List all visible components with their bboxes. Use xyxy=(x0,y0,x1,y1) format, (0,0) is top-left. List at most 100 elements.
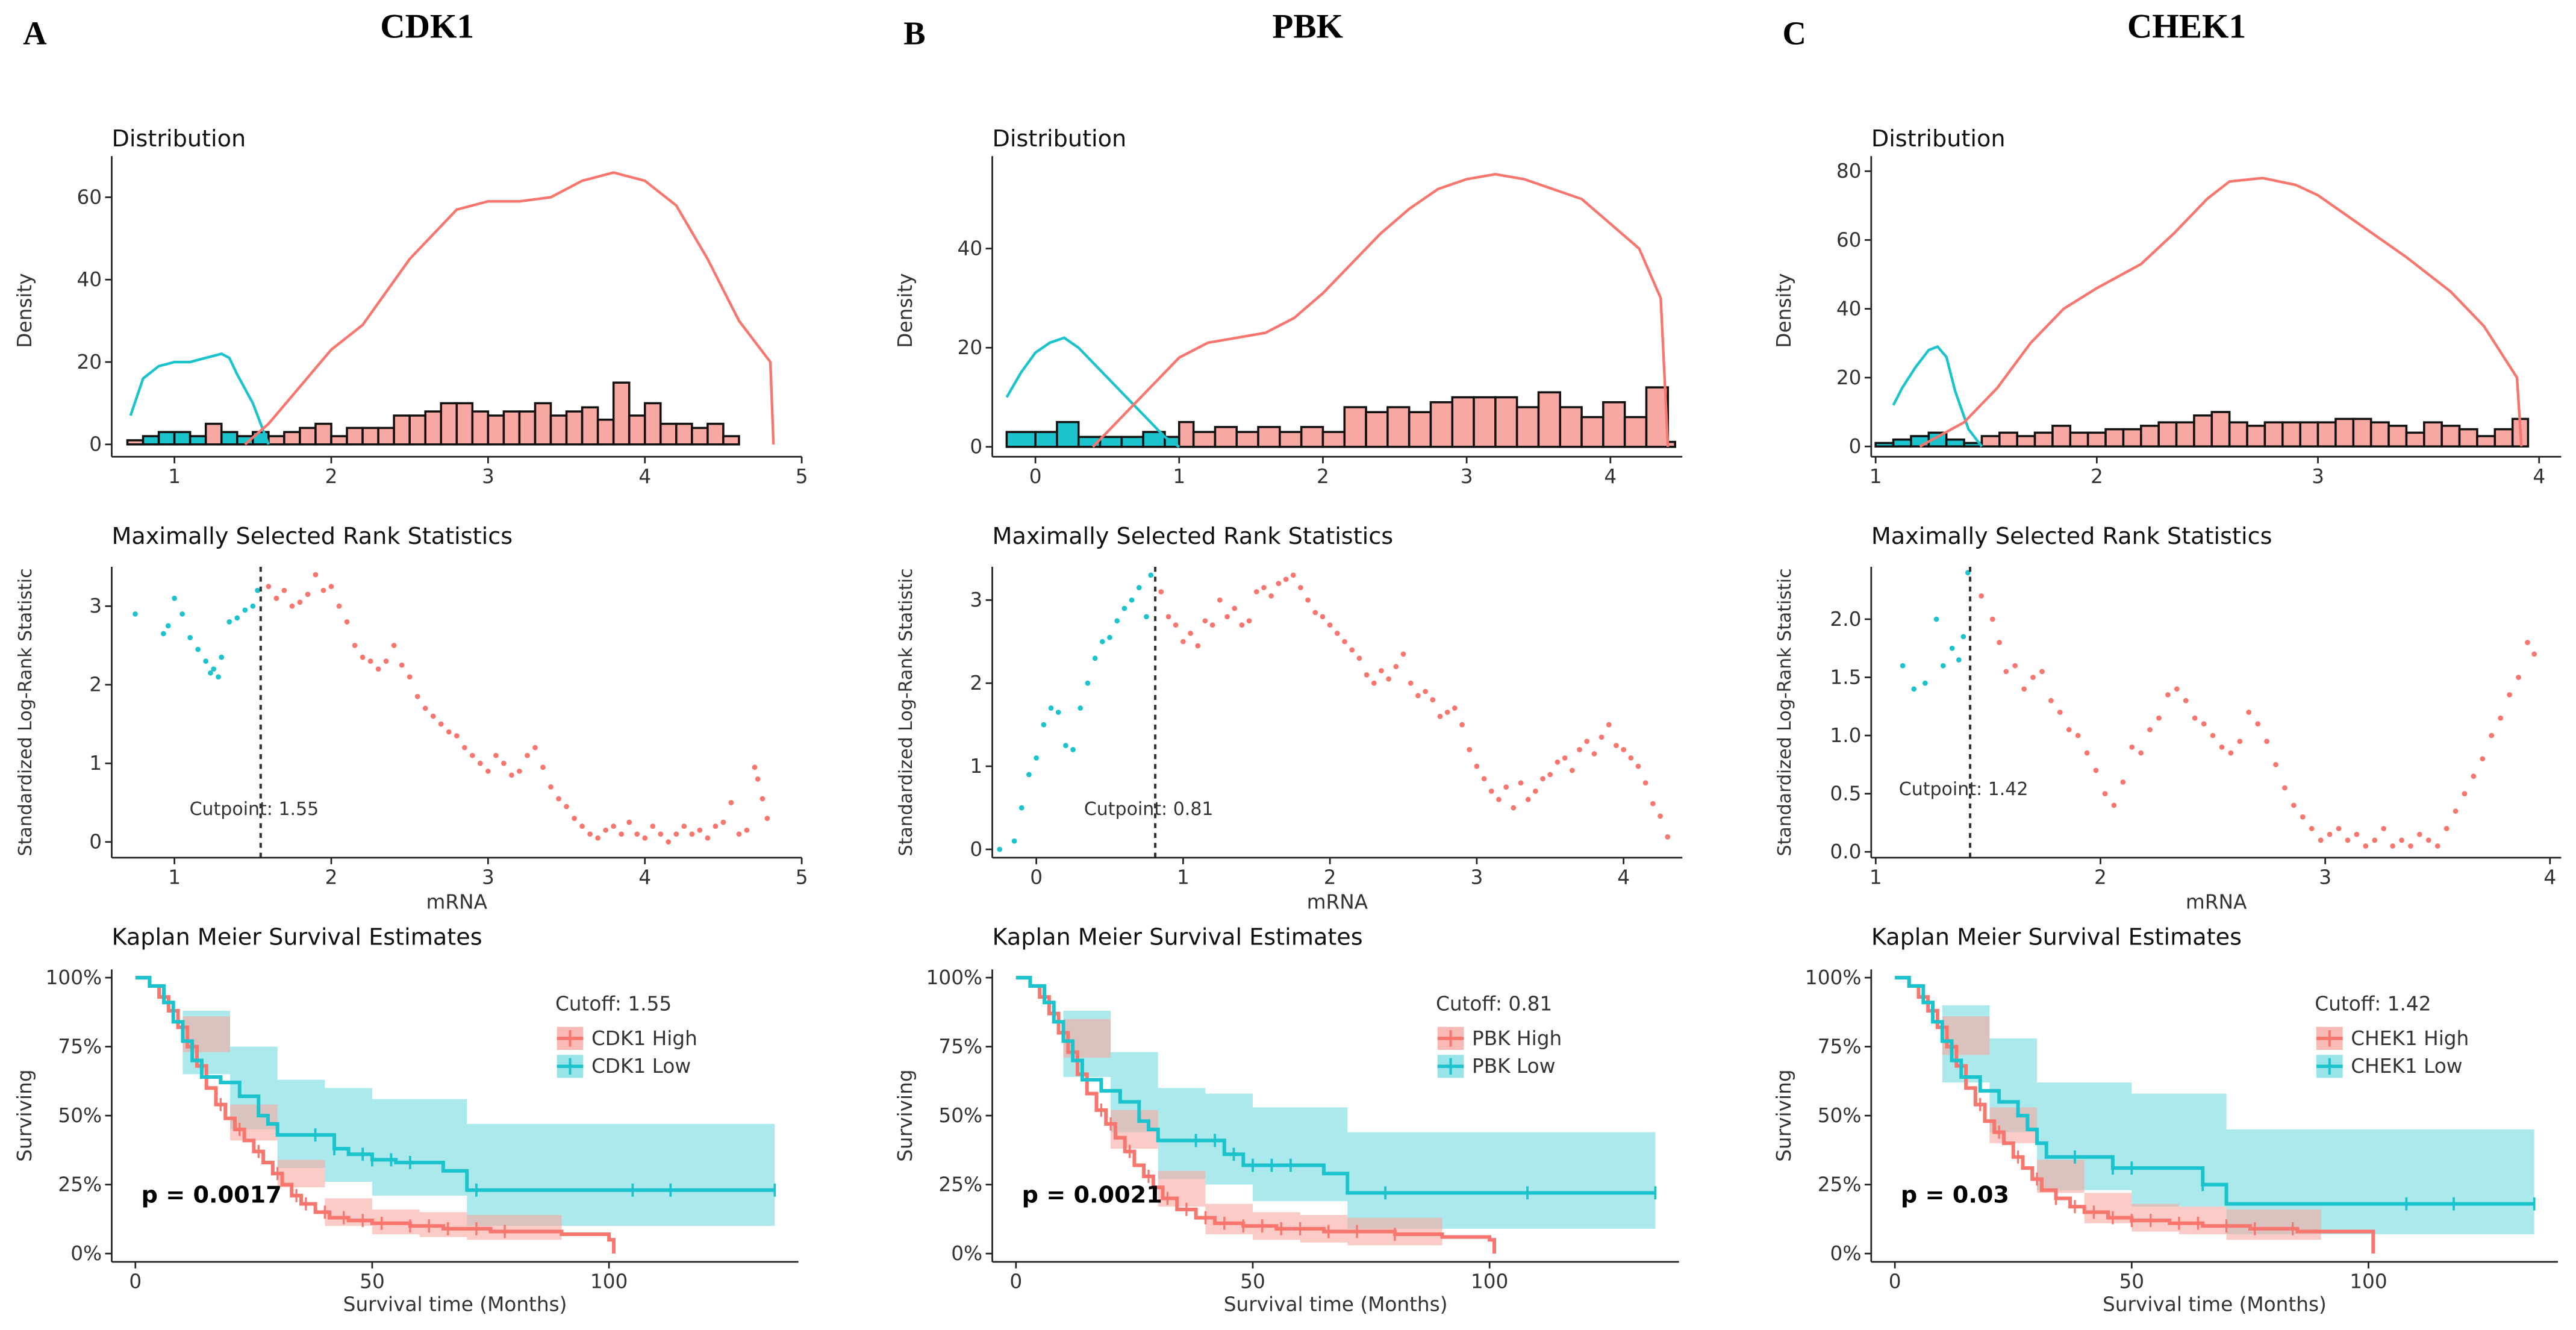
high-stat-point xyxy=(728,800,734,805)
low-stat-point xyxy=(997,846,1003,852)
histogram-bar xyxy=(2140,425,2160,448)
low-stat-point xyxy=(1129,597,1135,603)
x-tick-label: 1 xyxy=(1173,465,1185,488)
low-stat-point xyxy=(1949,645,1955,651)
high-stat-point xyxy=(2210,732,2216,738)
low-legend-label: CHEK1 Low xyxy=(2351,1055,2462,1078)
histogram-bar xyxy=(581,406,599,446)
histogram-bar xyxy=(549,414,568,446)
high-stat-point xyxy=(1511,805,1517,811)
high-stat-point xyxy=(1165,614,1171,620)
high-stat-point xyxy=(1371,680,1377,686)
histogram-bar xyxy=(1386,406,1411,448)
low-stat-point xyxy=(1121,605,1127,611)
rank-x-axis-label: mRNA xyxy=(426,890,488,913)
y-tick-label: 0 xyxy=(970,436,982,458)
high-stat-point xyxy=(2300,814,2306,820)
histogram-bar xyxy=(1005,431,1037,448)
rank-y-axis-label: Standardized Log-Rank Statistic xyxy=(15,568,36,856)
low-stat-point xyxy=(187,635,193,640)
high-stat-point xyxy=(2237,738,2243,745)
histogram-bar xyxy=(361,426,379,446)
histogram-bar xyxy=(2387,425,2408,448)
y-tick-label: 60 xyxy=(1836,228,1862,251)
histogram-bar xyxy=(2246,425,2266,448)
histogram-bar xyxy=(1099,436,1123,448)
rank-statistics-plot: Maximally Selected Rank Statistics Standa… xyxy=(896,523,1683,913)
high-stat-point xyxy=(477,760,483,766)
histogram-bar xyxy=(142,435,160,446)
histogram-bar xyxy=(393,414,411,446)
y-tick-label: 25% xyxy=(938,1173,982,1196)
high-stat-point xyxy=(2057,710,2063,715)
high-stat-point xyxy=(1547,772,1553,778)
histogram-bar xyxy=(2334,417,2355,448)
histogram-bar xyxy=(691,426,709,446)
low-stat-point xyxy=(1956,657,1962,663)
low-stat-point xyxy=(172,595,177,601)
low-survival-curve xyxy=(135,976,775,1192)
high-stat-point xyxy=(540,764,546,770)
distribution-title: Distribution xyxy=(1871,126,2006,152)
low-stat-point xyxy=(1011,838,1017,844)
high-stat-point xyxy=(556,796,561,802)
y-tick-label: 40 xyxy=(76,268,102,291)
low-stat-point xyxy=(1055,710,1061,715)
high-stat-point xyxy=(407,674,413,680)
x-tick-label: 50 xyxy=(1240,1270,1265,1293)
panel-letter: B xyxy=(903,15,925,52)
high-stat-point xyxy=(1488,788,1494,794)
high-stat-point xyxy=(2003,669,2009,675)
y-tick-label: 100% xyxy=(46,966,102,989)
high-stat-point xyxy=(1268,593,1274,599)
histogram-bar xyxy=(518,410,537,446)
histogram-bar xyxy=(1257,426,1281,448)
histogram-bar xyxy=(643,402,662,446)
high-stat-point xyxy=(2147,727,2153,732)
high-stat-point xyxy=(1232,605,1238,611)
histogram-bar xyxy=(455,402,474,446)
histogram-bar xyxy=(1515,406,1540,448)
distribution-plot: Distribution Density 1 2 3 4 5 0 20 40 60 xyxy=(13,126,808,488)
histogram-bar xyxy=(283,431,301,446)
high-stat-point xyxy=(2183,698,2189,704)
high-stat-point xyxy=(1408,680,1414,686)
high-stat-point xyxy=(2012,663,2018,669)
high-stat-point xyxy=(485,768,491,774)
high-stat-point xyxy=(2531,651,2537,657)
high-stat-point xyxy=(1180,638,1186,645)
histogram-bar xyxy=(440,402,458,446)
low-stat-point xyxy=(1063,743,1068,748)
high-stat-point xyxy=(650,823,656,829)
km-y-axis-label: Surviving xyxy=(13,1069,36,1161)
km-x-axis-label: Survival time (Months) xyxy=(2103,1293,2327,1316)
low-stat-point xyxy=(1070,747,1076,752)
x-tick-label: 0 xyxy=(1009,1270,1022,1293)
high-stat-point xyxy=(289,603,295,609)
density-axis-label: Density xyxy=(894,273,917,348)
histogram-bar xyxy=(1559,406,1583,448)
x-tick-label: 0 xyxy=(1030,866,1043,888)
high-stat-point xyxy=(1312,610,1318,616)
high-stat-point xyxy=(2471,773,2477,779)
high-stat-point xyxy=(1290,572,1296,578)
x-tick-label: 50 xyxy=(360,1270,385,1293)
high-stat-point xyxy=(360,654,366,660)
histogram-bar xyxy=(173,431,192,446)
x-tick-label: 3 xyxy=(2312,465,2324,488)
density-axis-label: Density xyxy=(1773,273,1795,348)
high-stat-point xyxy=(2345,837,2351,843)
high-stat-point xyxy=(328,584,334,590)
high-stat-point xyxy=(454,733,460,738)
high-stat-point xyxy=(587,831,593,837)
y-tick-label: 40 xyxy=(958,237,983,260)
high-stat-point xyxy=(2282,785,2288,791)
histogram-bar xyxy=(2122,428,2142,448)
kaplan-meier-plot: Kaplan Meier Survival Estimates Surviving… xyxy=(1773,924,2558,1316)
high-stat-point xyxy=(713,823,719,829)
high-stat-point xyxy=(344,619,350,625)
p-value: p = 0.0021 xyxy=(1022,1182,1162,1209)
high-stat-point xyxy=(525,752,530,758)
x-tick-label: 3 xyxy=(1470,866,1483,888)
